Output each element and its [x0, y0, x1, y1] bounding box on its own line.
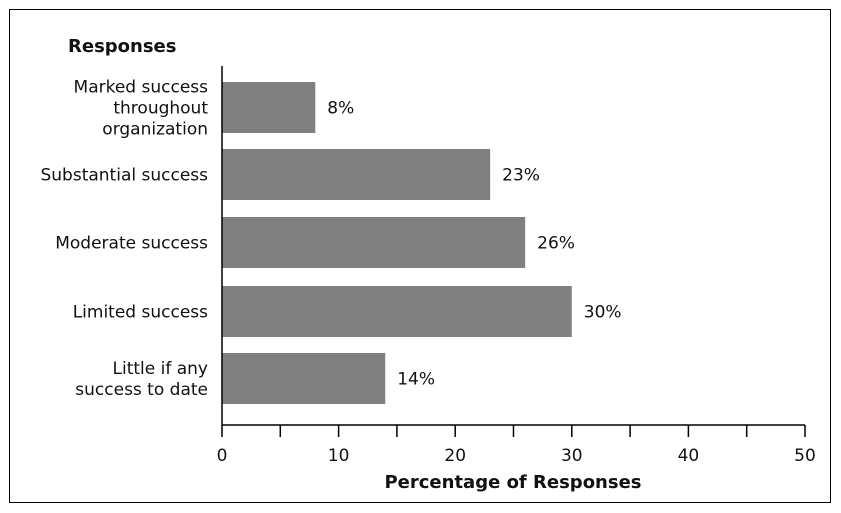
bar	[222, 353, 386, 404]
x-axis-title: Percentage of Responses	[384, 472, 641, 493]
category-label: Limited success	[73, 303, 208, 323]
category-label: Marked success throughout organization	[74, 78, 209, 140]
category-label-line: Limited success	[73, 303, 208, 323]
bar-value-label: 8%	[327, 99, 354, 119]
bar	[222, 149, 491, 200]
y-axis-title: Responses	[68, 36, 176, 57]
category-label: Little if any success to date	[75, 359, 208, 400]
bars-layer: 8% Marked success throughout organization 23…	[40, 78, 622, 404]
bar-value-label: 30%	[584, 303, 622, 323]
category-label-line: Moderate success	[55, 234, 208, 254]
x-tick-label: 30	[561, 446, 583, 466]
bar	[222, 82, 316, 133]
x-tick-label: 40	[678, 446, 700, 466]
category-label-line: Little if any	[113, 359, 208, 379]
category-label-line: success to date	[75, 380, 208, 400]
x-tick-label: 0	[217, 446, 228, 466]
bar-value-label: 23%	[502, 166, 540, 186]
bar	[222, 217, 526, 268]
x-tick-label: 10	[328, 446, 350, 466]
x-axis: 0 10 20 30 40 50	[217, 66, 816, 466]
bar	[222, 286, 572, 337]
bar-value-label: 26%	[537, 234, 575, 254]
x-tick-label: 50	[794, 446, 816, 466]
category-label-line: Substantial success	[40, 166, 208, 186]
category-label-line: organization	[102, 120, 208, 140]
category-label: Moderate success	[55, 234, 208, 254]
category-label: Substantial success	[40, 166, 208, 186]
x-tick-label: 20	[444, 446, 466, 466]
category-label-line: throughout	[113, 99, 208, 119]
category-label-line: Marked success	[74, 78, 209, 98]
bar-value-label: 14%	[397, 370, 435, 390]
